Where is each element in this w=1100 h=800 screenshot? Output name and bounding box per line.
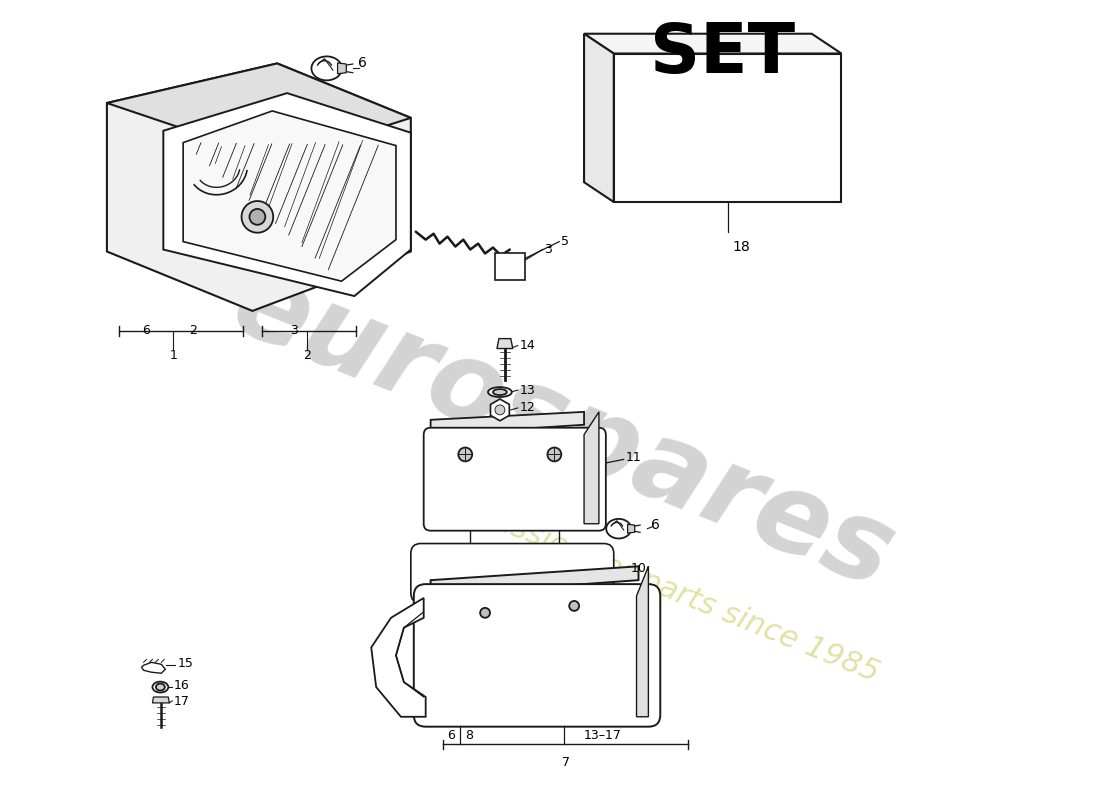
FancyBboxPatch shape xyxy=(410,543,614,603)
Polygon shape xyxy=(338,63,346,74)
Polygon shape xyxy=(614,54,842,202)
Text: 2: 2 xyxy=(189,324,197,338)
Text: 7: 7 xyxy=(562,756,570,770)
Circle shape xyxy=(242,201,273,233)
Ellipse shape xyxy=(311,56,342,80)
Polygon shape xyxy=(584,412,598,524)
Text: 12: 12 xyxy=(519,402,536,414)
Circle shape xyxy=(569,601,579,611)
Text: 13: 13 xyxy=(519,384,536,397)
Polygon shape xyxy=(628,524,635,533)
Text: 8: 8 xyxy=(465,729,473,742)
Polygon shape xyxy=(153,697,169,703)
Text: 6: 6 xyxy=(143,324,151,338)
FancyBboxPatch shape xyxy=(414,584,660,726)
FancyBboxPatch shape xyxy=(424,428,606,530)
Text: a passion for parts since 1985: a passion for parts since 1985 xyxy=(446,488,883,688)
Polygon shape xyxy=(637,566,648,717)
Text: 6: 6 xyxy=(448,729,455,742)
Text: eurospares: eurospares xyxy=(218,249,910,611)
Text: 11: 11 xyxy=(626,451,641,464)
Text: 6: 6 xyxy=(359,57,367,70)
Bar xyxy=(495,253,525,280)
Text: 3: 3 xyxy=(290,324,298,338)
Polygon shape xyxy=(584,34,614,202)
Circle shape xyxy=(548,447,561,462)
Text: 3: 3 xyxy=(544,243,552,256)
Polygon shape xyxy=(497,338,513,349)
Polygon shape xyxy=(163,93,410,296)
Ellipse shape xyxy=(493,389,507,395)
Text: 13–17: 13–17 xyxy=(584,729,621,742)
Polygon shape xyxy=(430,566,638,595)
Ellipse shape xyxy=(488,387,512,397)
Ellipse shape xyxy=(495,405,505,415)
Text: 5: 5 xyxy=(561,235,570,248)
Text: 16: 16 xyxy=(173,678,189,691)
Text: 2: 2 xyxy=(302,349,311,362)
Polygon shape xyxy=(371,598,426,717)
Ellipse shape xyxy=(153,682,168,693)
Text: 1: 1 xyxy=(169,349,177,362)
Text: 15: 15 xyxy=(177,657,194,670)
Polygon shape xyxy=(142,662,165,674)
Text: 14: 14 xyxy=(519,339,536,352)
Circle shape xyxy=(480,608,490,618)
Text: 6: 6 xyxy=(651,518,660,532)
Polygon shape xyxy=(107,63,410,161)
Text: 17: 17 xyxy=(173,695,189,709)
Ellipse shape xyxy=(156,684,165,690)
Text: 10: 10 xyxy=(630,562,647,574)
Ellipse shape xyxy=(606,519,631,538)
Polygon shape xyxy=(430,412,584,434)
Polygon shape xyxy=(107,63,410,311)
Circle shape xyxy=(459,447,472,462)
Text: 18: 18 xyxy=(733,240,750,254)
Polygon shape xyxy=(584,34,842,54)
Polygon shape xyxy=(183,111,396,282)
Circle shape xyxy=(250,209,265,225)
Polygon shape xyxy=(491,399,509,421)
Text: SET: SET xyxy=(650,20,795,87)
